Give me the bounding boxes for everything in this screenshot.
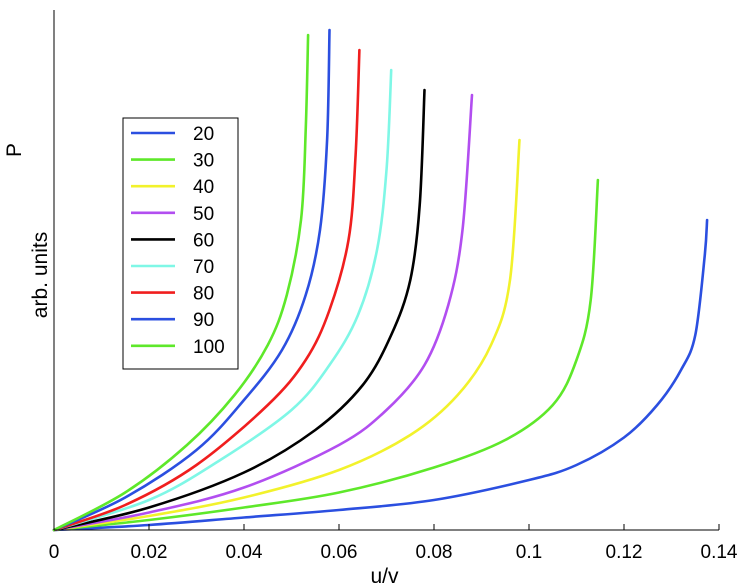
series-line-60 [52, 88, 426, 532]
legend-box [122, 117, 239, 370]
y-axis-units: arb. units [29, 232, 52, 318]
legend-label: 80 [193, 284, 214, 305]
series-line-80 [52, 48, 361, 532]
legend-label: 30 [193, 151, 214, 172]
series-line-20 [52, 218, 709, 532]
x-tick-label: 0.04 [226, 542, 263, 563]
x-tick-label: 0.06 [321, 542, 358, 563]
y-axis-title: P [3, 143, 26, 157]
legend-label: 70 [193, 257, 214, 278]
x-tick-label: 0.08 [416, 542, 453, 563]
x-tick-label: 0 [49, 542, 60, 563]
x-tick-label: 0.12 [606, 542, 643, 563]
series-line-40 [52, 138, 521, 532]
legend-label: 40 [193, 177, 214, 198]
legend-label: 20 [193, 124, 214, 145]
series-line-90 [52, 28, 331, 532]
series-line-50 [52, 93, 474, 532]
x-tick-label: 0.14 [701, 542, 738, 563]
x-tick-label: 0.1 [516, 542, 542, 563]
series-line-30 [52, 178, 600, 532]
x-axis-title: u/v [370, 565, 399, 586]
series-line-100 [52, 33, 310, 532]
legend-label: 60 [193, 230, 214, 251]
plot-area [52, 28, 709, 532]
series-line-70 [52, 68, 393, 532]
legend-label: 50 [193, 204, 214, 225]
legend: 20 30 40 50 60 70 80 90 100 [122, 117, 239, 370]
legend-label: 90 [193, 310, 214, 331]
x-tick-label: 0.02 [131, 542, 168, 563]
legend-label: 100 [193, 337, 225, 358]
